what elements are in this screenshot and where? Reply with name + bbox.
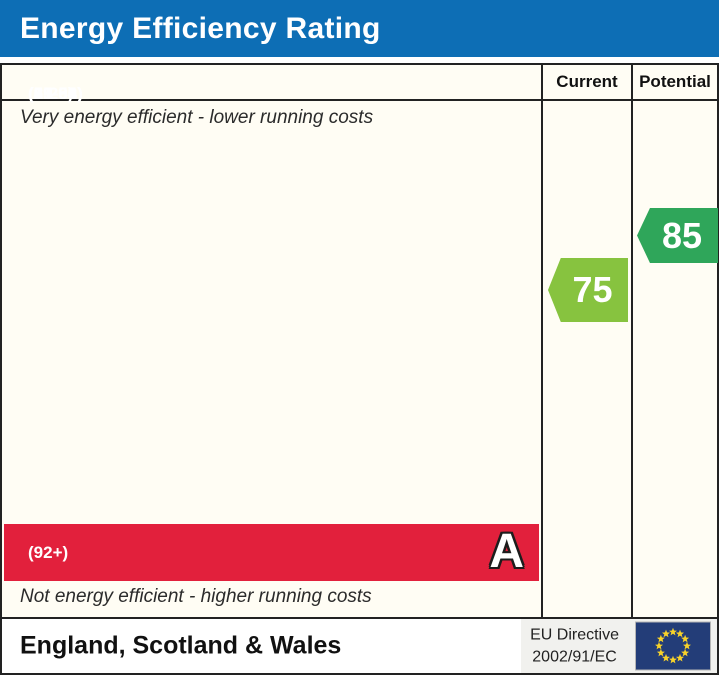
region-label: England, Scotland & Wales	[20, 631, 342, 660]
eu-directive-line2: 2002/91/EC	[532, 648, 617, 665]
footer: England, Scotland & Wales EU Directive 2…	[0, 619, 719, 675]
bottom-note: Not energy efficient - higher running co…	[20, 586, 372, 607]
current-column-header: Current	[556, 72, 618, 91]
top-note: Very energy efficient - lower running co…	[20, 107, 374, 128]
band-a: (92+) A	[4, 524, 539, 581]
band-e-range: (39-54)	[28, 83, 83, 103]
potential-column-header: Potential	[639, 72, 711, 91]
band-c-range: (69-80)	[28, 83, 83, 103]
rating-table: Current Potential Very energy efficient …	[0, 63, 719, 619]
eu-flag-icon	[635, 621, 711, 671]
title-bar: Energy Efficiency Rating	[0, 0, 719, 57]
potential-rating-value: 85	[661, 214, 703, 256]
page-title: Energy Efficiency Rating	[20, 11, 381, 45]
potential-column-divider	[631, 65, 633, 617]
band-a-range: (92+)	[28, 542, 69, 562]
current-rating-arrow: 75	[548, 258, 628, 322]
header-divider	[2, 99, 717, 101]
band-a-letter: A	[489, 525, 524, 578]
current-column-divider	[541, 65, 543, 617]
eu-directive-label: EU Directive 2002/91/EC	[530, 624, 619, 667]
current-rating-value: 75	[572, 269, 613, 310]
potential-rating-arrow: 85	[637, 208, 718, 263]
band-b-range: (81-91)	[28, 83, 83, 103]
eu-directive-line1: EU Directive	[530, 626, 619, 644]
band-f-range: (21-38)	[28, 83, 83, 103]
band-g-range: (1-20)	[28, 83, 74, 103]
band-d-range: (55-68)	[28, 83, 83, 103]
